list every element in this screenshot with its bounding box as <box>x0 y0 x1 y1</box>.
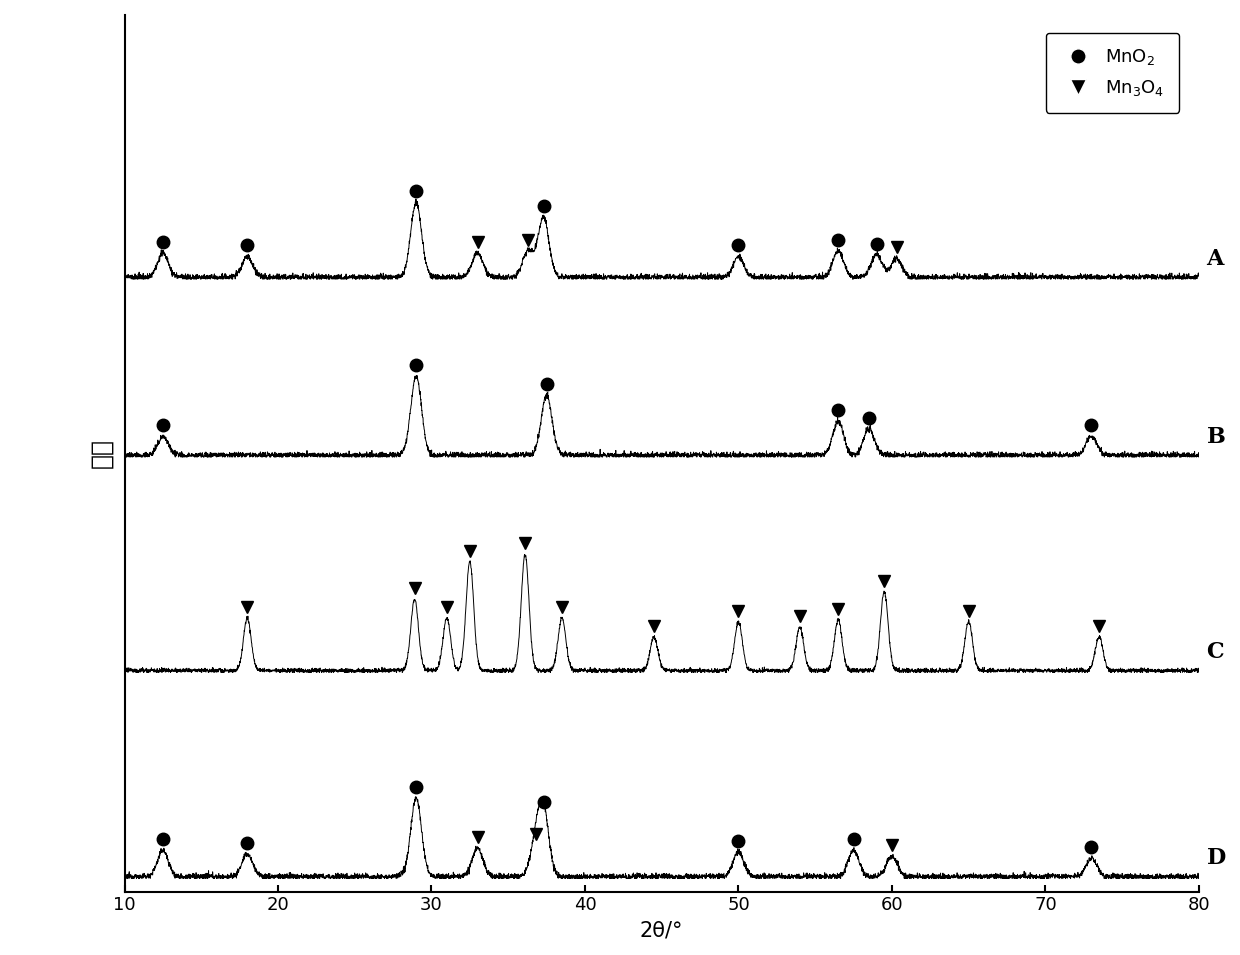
Text: C: C <box>1207 641 1224 663</box>
Y-axis label: 强度: 强度 <box>89 438 113 468</box>
Text: D: D <box>1207 847 1226 869</box>
Legend: MnO$_2$, Mn$_3$O$_4$: MnO$_2$, Mn$_3$O$_4$ <box>1045 32 1179 113</box>
Text: A: A <box>1207 247 1224 269</box>
Text: B: B <box>1207 426 1225 448</box>
X-axis label: 2θ/°: 2θ/° <box>640 920 683 940</box>
